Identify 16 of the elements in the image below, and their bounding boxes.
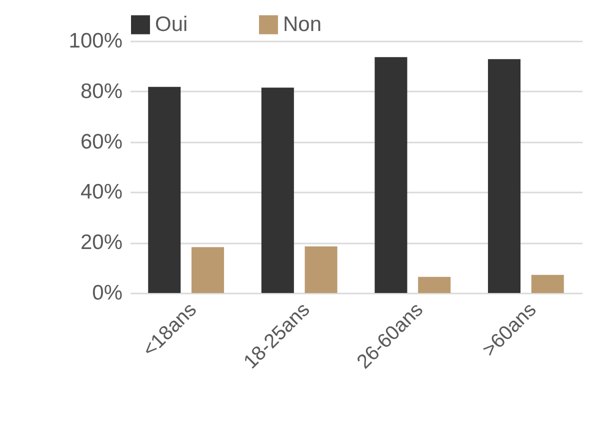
bar	[374, 57, 408, 293]
bar	[304, 246, 338, 293]
bar	[531, 274, 564, 293]
y-tick-label: 20%	[80, 231, 122, 254]
bar	[148, 86, 181, 293]
y-tick-label: 60%	[80, 130, 122, 154]
legend-label: Oui	[155, 12, 188, 36]
bar	[488, 59, 521, 293]
y-tick-label: 40%	[80, 180, 122, 204]
bar	[191, 247, 224, 293]
y-tick-label: 100%	[68, 30, 122, 52]
y-tick-label: 80%	[80, 80, 122, 103]
bar	[418, 276, 451, 293]
y-tick-label: 0%	[92, 282, 122, 304]
bar	[261, 88, 294, 293]
legend-label: Non	[283, 12, 322, 36]
